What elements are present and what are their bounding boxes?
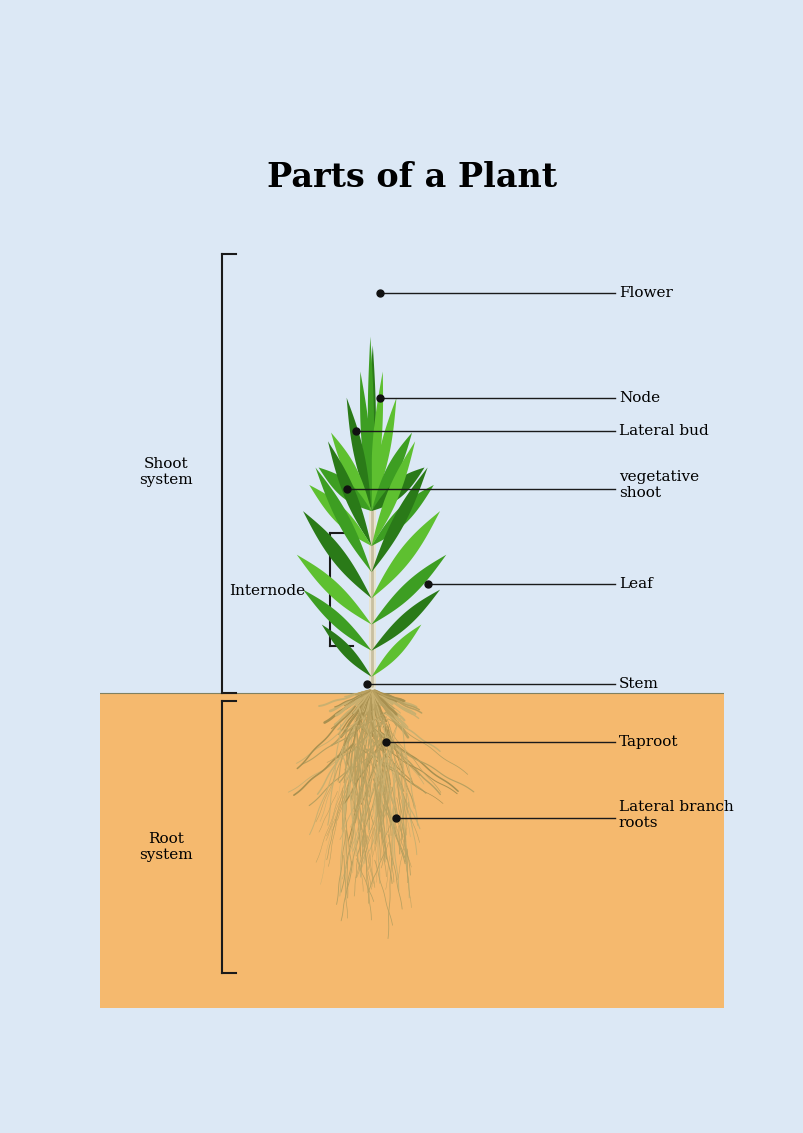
- Polygon shape: [346, 398, 371, 511]
- Text: Taproot: Taproot: [618, 735, 678, 749]
- Polygon shape: [318, 468, 371, 511]
- Text: Parts of a Plant: Parts of a Plant: [267, 161, 556, 195]
- Polygon shape: [328, 441, 371, 546]
- Bar: [100, 136, 723, 692]
- Polygon shape: [371, 398, 396, 511]
- Text: Lateral branch
roots: Lateral branch roots: [618, 800, 733, 829]
- Polygon shape: [368, 346, 376, 511]
- Polygon shape: [371, 441, 414, 546]
- Polygon shape: [371, 589, 439, 650]
- Text: Node: Node: [618, 391, 659, 404]
- Polygon shape: [367, 337, 373, 511]
- Text: Stem: Stem: [618, 676, 658, 691]
- Polygon shape: [371, 433, 412, 511]
- Polygon shape: [371, 468, 427, 572]
- Text: Internode: Internode: [229, 585, 305, 598]
- Polygon shape: [309, 485, 371, 546]
- Polygon shape: [303, 589, 371, 650]
- Polygon shape: [303, 511, 371, 598]
- Polygon shape: [331, 433, 371, 511]
- Text: Root
system: Root system: [139, 832, 193, 862]
- Polygon shape: [321, 624, 371, 676]
- Polygon shape: [371, 511, 439, 598]
- Text: Lateral bud: Lateral bud: [618, 424, 707, 437]
- Polygon shape: [315, 468, 371, 572]
- Polygon shape: [360, 372, 372, 511]
- Polygon shape: [371, 372, 382, 511]
- Text: vegetative
shoot: vegetative shoot: [618, 470, 698, 500]
- Text: Shoot
system: Shoot system: [139, 457, 193, 487]
- Polygon shape: [371, 555, 446, 624]
- Polygon shape: [371, 624, 421, 676]
- Text: Flower: Flower: [618, 286, 672, 300]
- Polygon shape: [371, 485, 434, 546]
- Polygon shape: [371, 468, 424, 511]
- Bar: [100, 692, 723, 1008]
- Polygon shape: [296, 555, 371, 624]
- Text: Leaf: Leaf: [618, 577, 652, 590]
